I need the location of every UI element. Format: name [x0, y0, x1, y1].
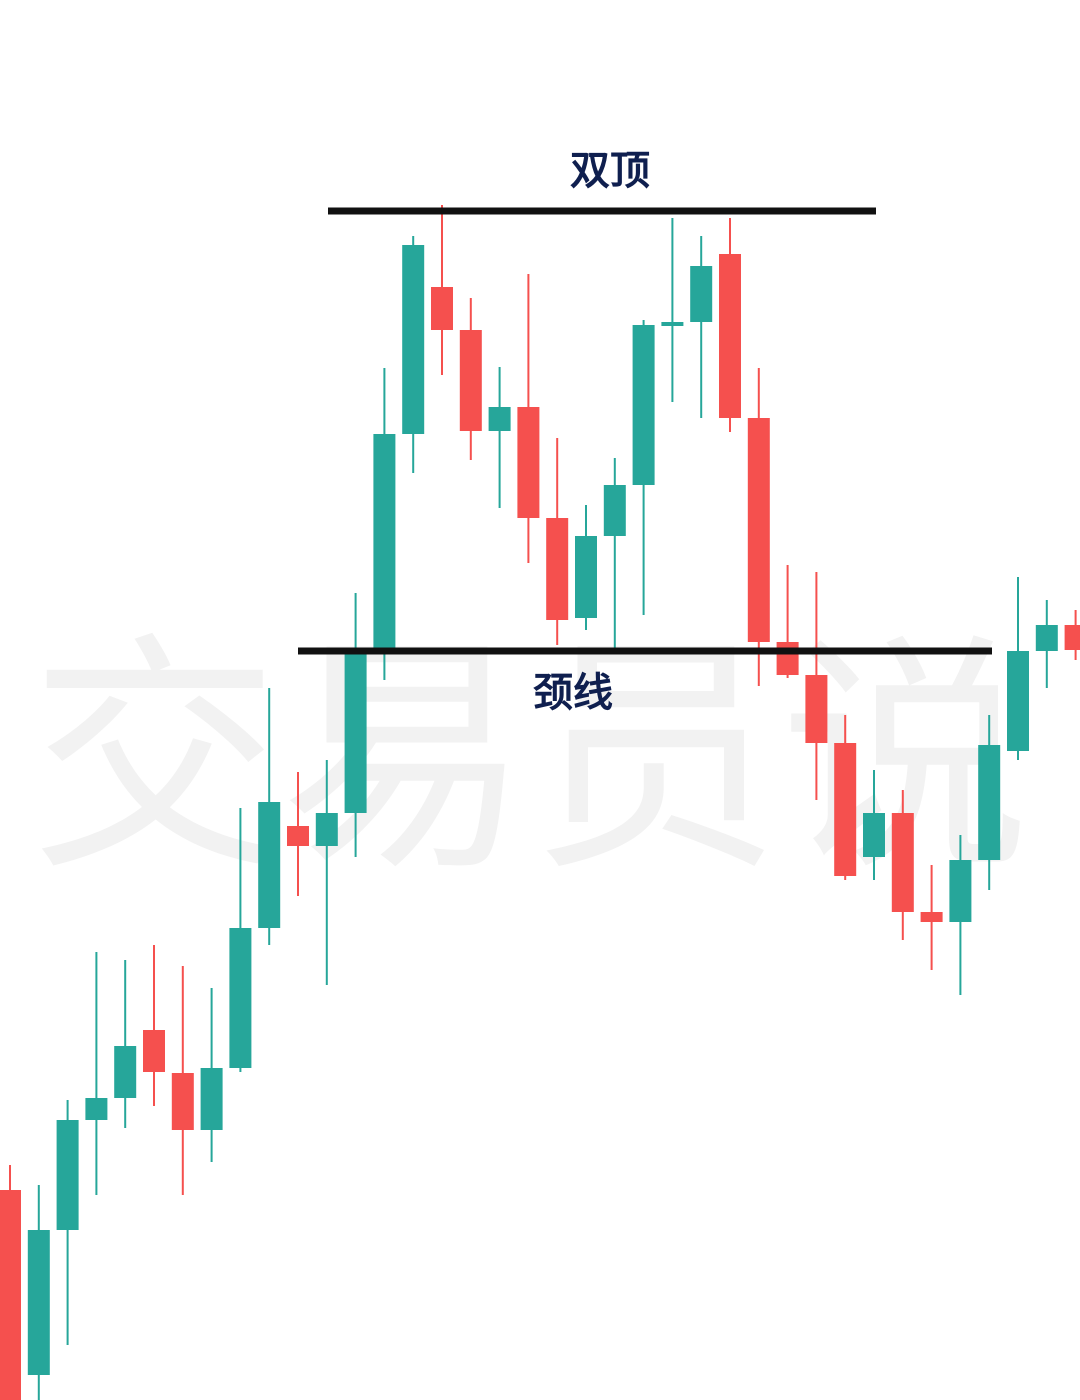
candle-body [546, 518, 569, 620]
candle-body [517, 407, 540, 518]
candle-body [632, 325, 655, 485]
candle-body [344, 650, 367, 813]
candle-body [863, 813, 885, 857]
candle-body [258, 802, 281, 928]
candle-body [661, 322, 684, 326]
candle-body [690, 266, 713, 322]
candle-body [949, 860, 972, 922]
candle-body [575, 536, 597, 618]
candle-body [1007, 651, 1029, 751]
candle-body [1035, 625, 1058, 651]
level-label: 颈线 [533, 670, 613, 716]
candle-body [805, 675, 828, 743]
candle-body [143, 1030, 165, 1072]
candle-body [776, 642, 799, 675]
candle-body [373, 434, 396, 650]
candle-body [229, 928, 252, 1068]
candle-body [171, 1073, 194, 1130]
candle-body [488, 407, 511, 431]
candle-body [920, 912, 943, 922]
candle-body [287, 826, 309, 846]
candle-body [0, 1190, 21, 1400]
candle-body [402, 245, 425, 434]
candle-body [459, 330, 482, 431]
watermark: 交易员说 [30, 613, 1030, 904]
candle-body [315, 813, 338, 846]
candle-body [834, 743, 857, 876]
candle-body [603, 485, 626, 536]
candle-body [431, 287, 453, 330]
candle-body [891, 813, 914, 912]
level-label: 双顶 [570, 148, 650, 194]
candle-body [747, 418, 770, 642]
candle-body [1064, 625, 1080, 650]
candle-body [27, 1230, 50, 1375]
candle-body [719, 254, 741, 418]
candle-body [114, 1046, 137, 1098]
candle-body [56, 1120, 79, 1230]
candle-body [200, 1068, 223, 1130]
candle-body [85, 1098, 108, 1120]
candle-body [978, 745, 1001, 860]
